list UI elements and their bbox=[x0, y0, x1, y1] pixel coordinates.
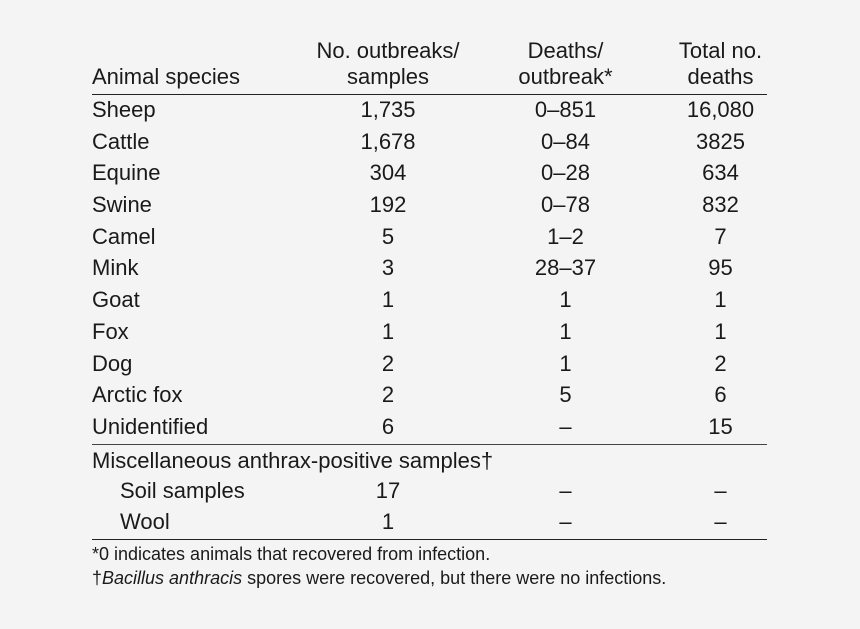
table-row: Dog 2 1 2 bbox=[92, 349, 767, 381]
cell-deaths-per-outbreak: – bbox=[559, 509, 572, 535]
header-rule bbox=[92, 94, 767, 95]
header-outbreaks: No. outbreaks/ samples bbox=[298, 38, 478, 90]
cell-deaths-per-outbreak: – bbox=[559, 477, 572, 503]
cell-deaths-per-outbreak: 1 bbox=[559, 318, 572, 344]
cell-deaths-per-outbreak: 1 bbox=[559, 350, 572, 376]
cell-outbreaks: 17 bbox=[375, 477, 401, 503]
cell-deaths-per-outbreak: 1 bbox=[559, 287, 572, 313]
cell-species: Mink bbox=[92, 255, 139, 281]
header-outbreaks-line2: samples bbox=[347, 64, 429, 89]
table-row: Swine 192 0–78 832 bbox=[92, 190, 767, 222]
cell-total-deaths: 1 bbox=[714, 318, 727, 344]
header-total-deaths: Total no. deaths bbox=[653, 38, 788, 90]
table-row: Equine 304 0–28 634 bbox=[92, 158, 767, 190]
misc-body: Soil samples 17 – – Wool 1 – – bbox=[92, 476, 767, 539]
cell-outbreaks: 6 bbox=[381, 413, 395, 439]
header-total-line1: Total no. bbox=[678, 38, 763, 63]
header-deaths-line1: Deaths/ bbox=[527, 38, 604, 63]
cell-species: Swine bbox=[92, 192, 152, 218]
cell-deaths-per-outbreak: 0–84 bbox=[541, 128, 590, 154]
cell-species: Sheep bbox=[92, 97, 156, 122]
cell-outbreaks: 2 bbox=[381, 382, 395, 408]
header-deaths-per-outbreak: Deaths/ outbreak* bbox=[478, 38, 653, 90]
cell-deaths-per-outbreak: 0–28 bbox=[541, 160, 590, 186]
cell-species: Goat bbox=[92, 287, 140, 313]
table-body: Sheep 1,735 0–851 16,080 Cattle 1,678 0–84 3825… bbox=[92, 95, 767, 444]
cell-species: Arctic fox bbox=[92, 382, 183, 408]
cell-outbreaks: 304 bbox=[369, 160, 407, 186]
table-row: Unidentified 6 – 15 bbox=[92, 412, 767, 444]
cell-species: Camel bbox=[92, 223, 156, 249]
cell-deaths-per-outbreak: 28–37 bbox=[534, 255, 597, 281]
footnotes: *0 indicates animals that recovered from… bbox=[92, 542, 767, 590]
cell-outbreaks: 2 bbox=[381, 350, 395, 376]
cell-species: Equine bbox=[92, 160, 161, 186]
table-row: Wool 1 – – bbox=[92, 507, 767, 539]
cell-species: Soil samples bbox=[120, 477, 245, 503]
header-animal-species: Animal species bbox=[92, 64, 240, 89]
cell-outbreaks: 192 bbox=[369, 192, 407, 218]
cell-species: Dog bbox=[92, 350, 133, 376]
cell-deaths-per-outbreak: 1–2 bbox=[547, 223, 584, 249]
cell-outbreaks: 1 bbox=[381, 287, 395, 313]
cell-total-deaths: 15 bbox=[708, 413, 733, 439]
footnote-1: *0 indicates animals that recovered from… bbox=[92, 543, 491, 564]
header-outbreaks-line1: No. outbreaks/ bbox=[316, 38, 460, 63]
footnote-2-text: spores were recovered, but there were no… bbox=[242, 567, 667, 588]
cell-outbreaks: 1 bbox=[381, 509, 395, 535]
cell-outbreaks: 5 bbox=[381, 223, 395, 249]
table-row: Sheep 1,735 0–851 16,080 bbox=[92, 95, 767, 127]
cell-total-deaths: 1 bbox=[714, 287, 727, 313]
misc-rule bbox=[92, 443, 767, 445]
table-row: Fox 1 1 1 bbox=[92, 317, 767, 349]
cell-outbreaks: 1 bbox=[381, 318, 395, 344]
cell-total-deaths: – bbox=[714, 477, 727, 503]
cell-total-deaths: 634 bbox=[702, 160, 739, 186]
cell-outbreaks: 3 bbox=[381, 255, 395, 281]
cell-species: Unidentified bbox=[92, 413, 209, 439]
cell-total-deaths: 2 bbox=[714, 350, 727, 376]
footnote-2: †Bacillus anthracis spores were recovere… bbox=[92, 566, 767, 590]
table-row: Cattle 1,678 0–84 3825 bbox=[92, 127, 767, 159]
table-row: Arctic fox 2 5 6 bbox=[92, 380, 767, 412]
cell-total-deaths: 3825 bbox=[696, 128, 745, 154]
table-header: Animal species No. outbreaks/ samples De… bbox=[92, 36, 767, 94]
cell-deaths-per-outbreak: 0–851 bbox=[534, 97, 597, 122]
table-row: Soil samples 17 – – bbox=[92, 476, 767, 508]
footnote-2-species: Bacillus anthracis bbox=[102, 567, 243, 588]
cell-total-deaths: 7 bbox=[714, 223, 727, 249]
anthrax-table: Animal species No. outbreaks/ samples De… bbox=[92, 36, 767, 590]
footnote-2-dagger: † bbox=[92, 567, 103, 588]
header-deaths-line2: outbreak* bbox=[518, 64, 613, 89]
cell-species: Fox bbox=[92, 318, 129, 344]
cell-total-deaths: 95 bbox=[708, 255, 733, 281]
cell-total-deaths: 832 bbox=[702, 192, 739, 218]
cell-total-deaths: 16,080 bbox=[686, 97, 755, 122]
footer-rule bbox=[92, 538, 767, 540]
cell-total-deaths: 6 bbox=[714, 382, 727, 408]
cell-deaths-per-outbreak: 5 bbox=[559, 382, 572, 408]
misc-heading-row: Miscellaneous anthrax-positive samples† bbox=[92, 445, 767, 476]
cell-deaths-per-outbreak: – bbox=[559, 413, 572, 439]
table-row: Mink 3 28–37 95 bbox=[92, 253, 767, 285]
table-row: Goat 1 1 1 bbox=[92, 285, 767, 317]
cell-outbreaks: 1,678 bbox=[360, 128, 416, 154]
table-row: Camel 5 1–2 7 bbox=[92, 222, 767, 254]
cell-total-deaths: – bbox=[714, 509, 727, 535]
cell-species: Cattle bbox=[92, 128, 150, 154]
header-total-line2: deaths bbox=[687, 64, 754, 89]
misc-heading: Miscellaneous anthrax-positive samples† bbox=[92, 447, 494, 473]
cell-deaths-per-outbreak: 0–78 bbox=[541, 192, 590, 218]
cell-outbreaks: 1,735 bbox=[360, 97, 416, 122]
cell-species: Wool bbox=[120, 509, 170, 535]
